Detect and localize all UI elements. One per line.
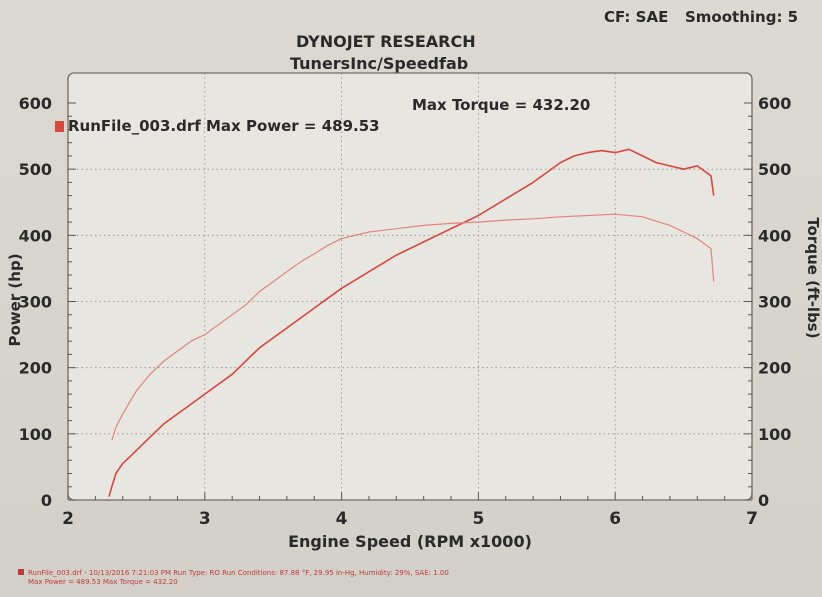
footer-max-values: Max Power = 489.53 Max Torque = 432.20	[28, 578, 178, 586]
y-tick-label: 300	[19, 293, 52, 312]
y2-tick-label: 0	[758, 491, 769, 510]
y2-tick-label: 100	[758, 425, 791, 444]
legend-entry: RunFile_003.drf Max Power = 489.53	[68, 117, 380, 135]
y-tick-label: 400	[19, 226, 52, 245]
y2-tick-label: 400	[758, 226, 791, 245]
chart-subtitle: TunersInc/Speedfab	[290, 54, 469, 73]
x-tick-label: 5	[472, 509, 484, 529]
x-tick-label: 6	[609, 509, 621, 529]
x-tick-label: 3	[199, 509, 211, 529]
footer-run-info: RunFile_003.drf - 10/13/2016 7:21:03 PM …	[28, 569, 449, 577]
legend-swatch	[55, 121, 64, 132]
correction-factor-label: CF: SAE	[604, 8, 669, 26]
y-tick-label: 600	[19, 94, 52, 113]
y2-axis-label: Torque (ft-lbs)	[804, 217, 822, 338]
x-tick-label: 7	[746, 509, 758, 529]
power-curve	[108, 148, 715, 497]
y-tick-label: 0	[41, 491, 52, 510]
chart-title: DYNOJET RESEARCH	[296, 32, 476, 51]
y-tick-label: 500	[19, 160, 52, 179]
x-axis-label: Engine Speed (RPM x1000)	[288, 532, 532, 551]
plot-frame	[67, 72, 753, 501]
smoothing-label: Smoothing: 5	[685, 8, 799, 26]
torque-curve	[111, 213, 715, 441]
y2-tick-label: 200	[758, 359, 791, 378]
y2-tick-label: 300	[758, 293, 791, 312]
legend-max-torque: Max Torque = 432.20	[412, 96, 590, 114]
y2-tick-label: 500	[758, 160, 791, 179]
y2-tick-label: 600	[758, 94, 791, 113]
footer-swatch	[18, 569, 24, 575]
x-tick-label: 4	[336, 509, 348, 529]
y-tick-label: 200	[19, 359, 52, 378]
y-tick-label: 100	[19, 425, 52, 444]
x-tick-label: 2	[62, 509, 74, 529]
y-axis-label: Power (hp)	[6, 253, 24, 346]
